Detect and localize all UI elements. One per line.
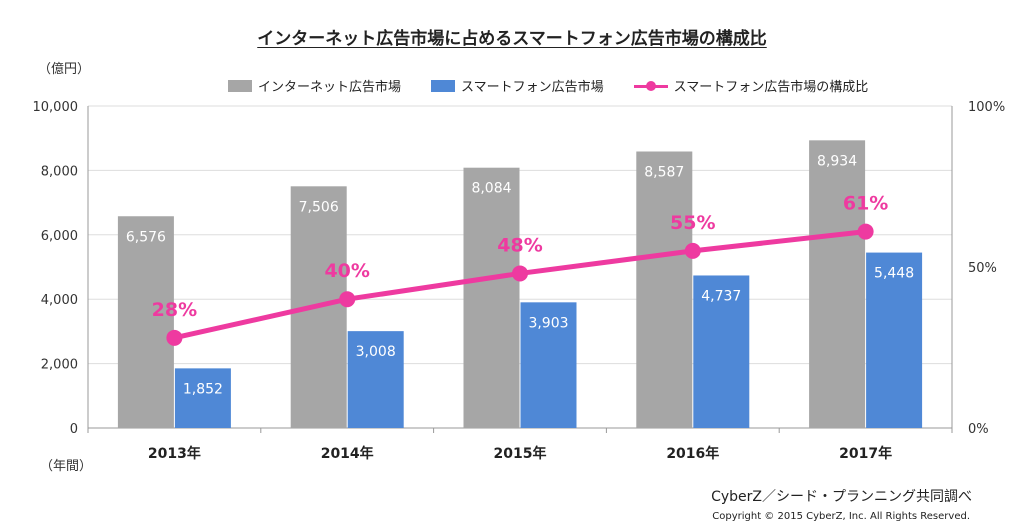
data-label-internet: 8,587 [644, 164, 684, 180]
y-tick-label: 2,000 [41, 358, 78, 373]
x-tick-label: 2016年 [666, 445, 719, 462]
bar-internet [636, 151, 693, 428]
data-label-smartphone: 4,737 [701, 288, 741, 304]
ratio-point [166, 329, 183, 346]
data-label-smartphone: 3,903 [528, 315, 568, 331]
y-tick-label: 4,000 [41, 293, 78, 308]
ratio-label: 40% [324, 260, 369, 282]
y-axis-unit: （億円） [38, 62, 91, 77]
legend-item-smartphone: スマートフォン広告市場 [431, 76, 604, 95]
bar-smartphone [347, 331, 404, 428]
x-tick-label: 2017年 [839, 445, 892, 462]
ratio-label: 55% [670, 212, 715, 234]
x-tick-label: 2015年 [494, 445, 547, 462]
copyright-note: Copyright © 2015 CyberZ, Inc. All Rights… [712, 511, 970, 522]
y-tick-label: 10,000 [33, 100, 79, 115]
y2-tick-label: 100% [968, 100, 1005, 115]
bar-internet [463, 167, 520, 429]
legend-label-smartphone: スマートフォン広告市場 [461, 80, 604, 95]
legend-label-internet: インターネット広告市場 [258, 80, 402, 95]
y2-tick-label: 50% [968, 261, 997, 276]
bar-smartphone [693, 275, 750, 428]
data-label-internet: 6,576 [126, 229, 166, 245]
data-label-smartphone: 5,448 [874, 266, 914, 282]
data-label-internet: 8,934 [817, 153, 857, 169]
bar-smartphone [174, 368, 231, 428]
legend-swatch-ratio [633, 80, 668, 92]
y2-tick-label: 0% [968, 422, 989, 437]
chart-title: インターネット広告市場に占めるスマートフォン広告市場の構成比 [257, 29, 767, 49]
ratio-point [339, 291, 356, 308]
ratio-point [512, 265, 528, 282]
legend-item-internet: インターネット広告市場 [228, 76, 401, 95]
x-axis-unit: （年間） [40, 459, 93, 474]
x-tick-label: 2013年 [148, 445, 201, 462]
legend-swatch-smartphone [431, 79, 456, 92]
bar-smartphone [866, 252, 923, 428]
bar-internet [809, 140, 866, 428]
legend-item-ratio: スマートフォン広告市場の構成比 [633, 76, 869, 95]
y-tick-label: 6,000 [41, 229, 78, 244]
ratio-label: 48% [497, 234, 542, 256]
ratio-point [857, 223, 874, 240]
legend: インターネット広告市場 スマートフォン広告市場 スマートフォン広告市場の構成比 [228, 76, 898, 95]
legend-label-ratio: スマートフォン広告市場の構成比 [673, 80, 869, 95]
data-label-smartphone: 1,852 [183, 381, 223, 397]
data-label-internet: 7,506 [299, 199, 339, 215]
data-label-smartphone: 3,008 [356, 344, 396, 360]
bar-smartphone [520, 302, 577, 428]
legend-swatch-internet [228, 79, 252, 92]
ratio-point [684, 242, 701, 259]
y-tick-label: 8,000 [41, 164, 78, 179]
x-tick-label: 2014年 [321, 445, 374, 462]
bar-internet [117, 216, 174, 428]
ratio-label: 28% [152, 299, 197, 321]
y-tick-label: 0 [70, 422, 78, 437]
ratio-label: 61% [843, 193, 888, 215]
source-note: CyberZ／シード・プランニング共同調べ [711, 489, 972, 505]
data-label-internet: 8,084 [471, 181, 511, 197]
